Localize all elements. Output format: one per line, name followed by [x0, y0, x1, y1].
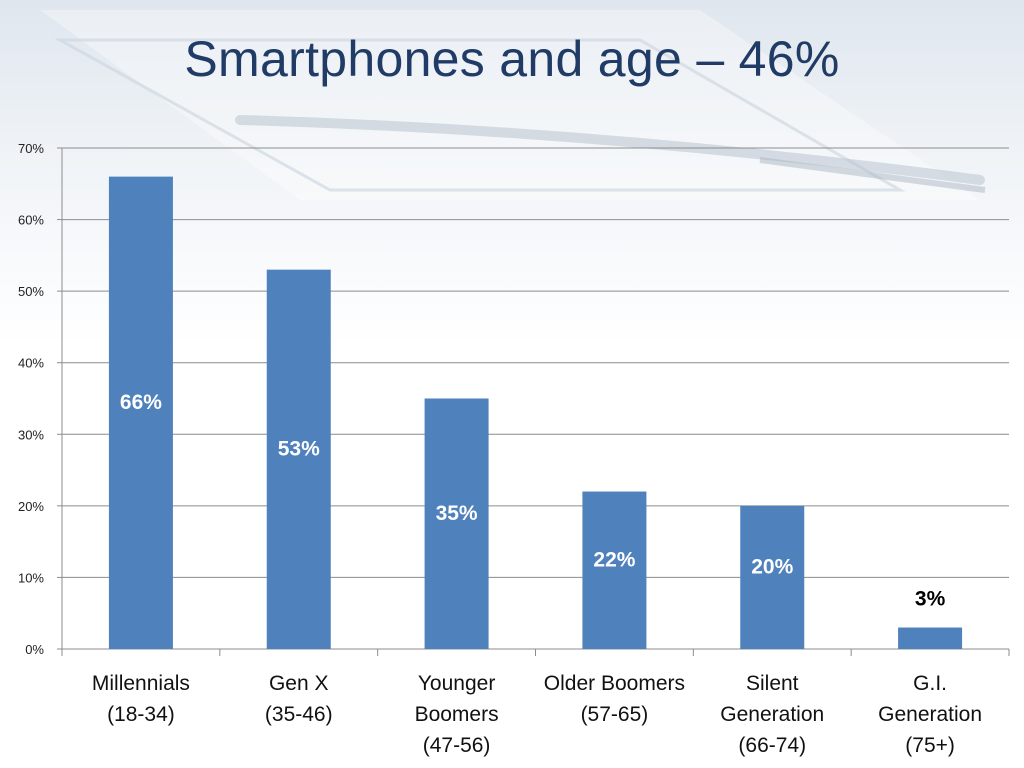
bar	[740, 505, 805, 649]
x-tick-label: Boomers	[415, 703, 499, 726]
y-tick-label: 20%	[18, 499, 44, 514]
y-tick-label: 60%	[18, 213, 44, 228]
bar	[108, 176, 173, 649]
y-tick-label: 0%	[25, 642, 44, 657]
x-tick-label: Generation	[878, 703, 982, 726]
data-label: 22%	[593, 548, 635, 571]
bar	[582, 491, 647, 649]
y-tick-label: 10%	[18, 570, 44, 585]
y-tick-label: 30%	[18, 427, 44, 442]
data-label: 66%	[120, 391, 162, 414]
x-tick-label: Younger	[418, 672, 495, 695]
x-tick-label: (57-65)	[581, 703, 649, 726]
slide-title: Smartphones and age – 46%	[184, 31, 840, 87]
x-tick-label: (18-34)	[107, 703, 175, 726]
data-label: 20%	[751, 555, 793, 578]
x-tick-label: G.I.	[913, 672, 947, 695]
x-tick-label: Gen X	[269, 672, 329, 695]
y-tick-label: 40%	[18, 356, 44, 371]
x-tick-label: (35-46)	[265, 703, 333, 726]
x-tick-label: Millennials	[92, 672, 190, 695]
x-tick-label: Generation	[720, 703, 824, 726]
bar	[898, 627, 963, 649]
x-tick-label: (66-74)	[738, 734, 806, 757]
x-tick-label: (47-56)	[423, 734, 491, 757]
data-label: 35%	[436, 502, 478, 525]
y-tick-label: 70%	[18, 141, 44, 156]
x-tick-label: (75+)	[905, 734, 955, 757]
x-tick-label: Silent	[746, 672, 799, 695]
data-label: 3%	[915, 588, 946, 611]
x-tick-label: Older Boomers	[544, 672, 685, 695]
data-label: 53%	[278, 437, 320, 460]
bar	[266, 269, 331, 649]
bar	[424, 398, 489, 649]
y-tick-label: 50%	[18, 284, 44, 299]
